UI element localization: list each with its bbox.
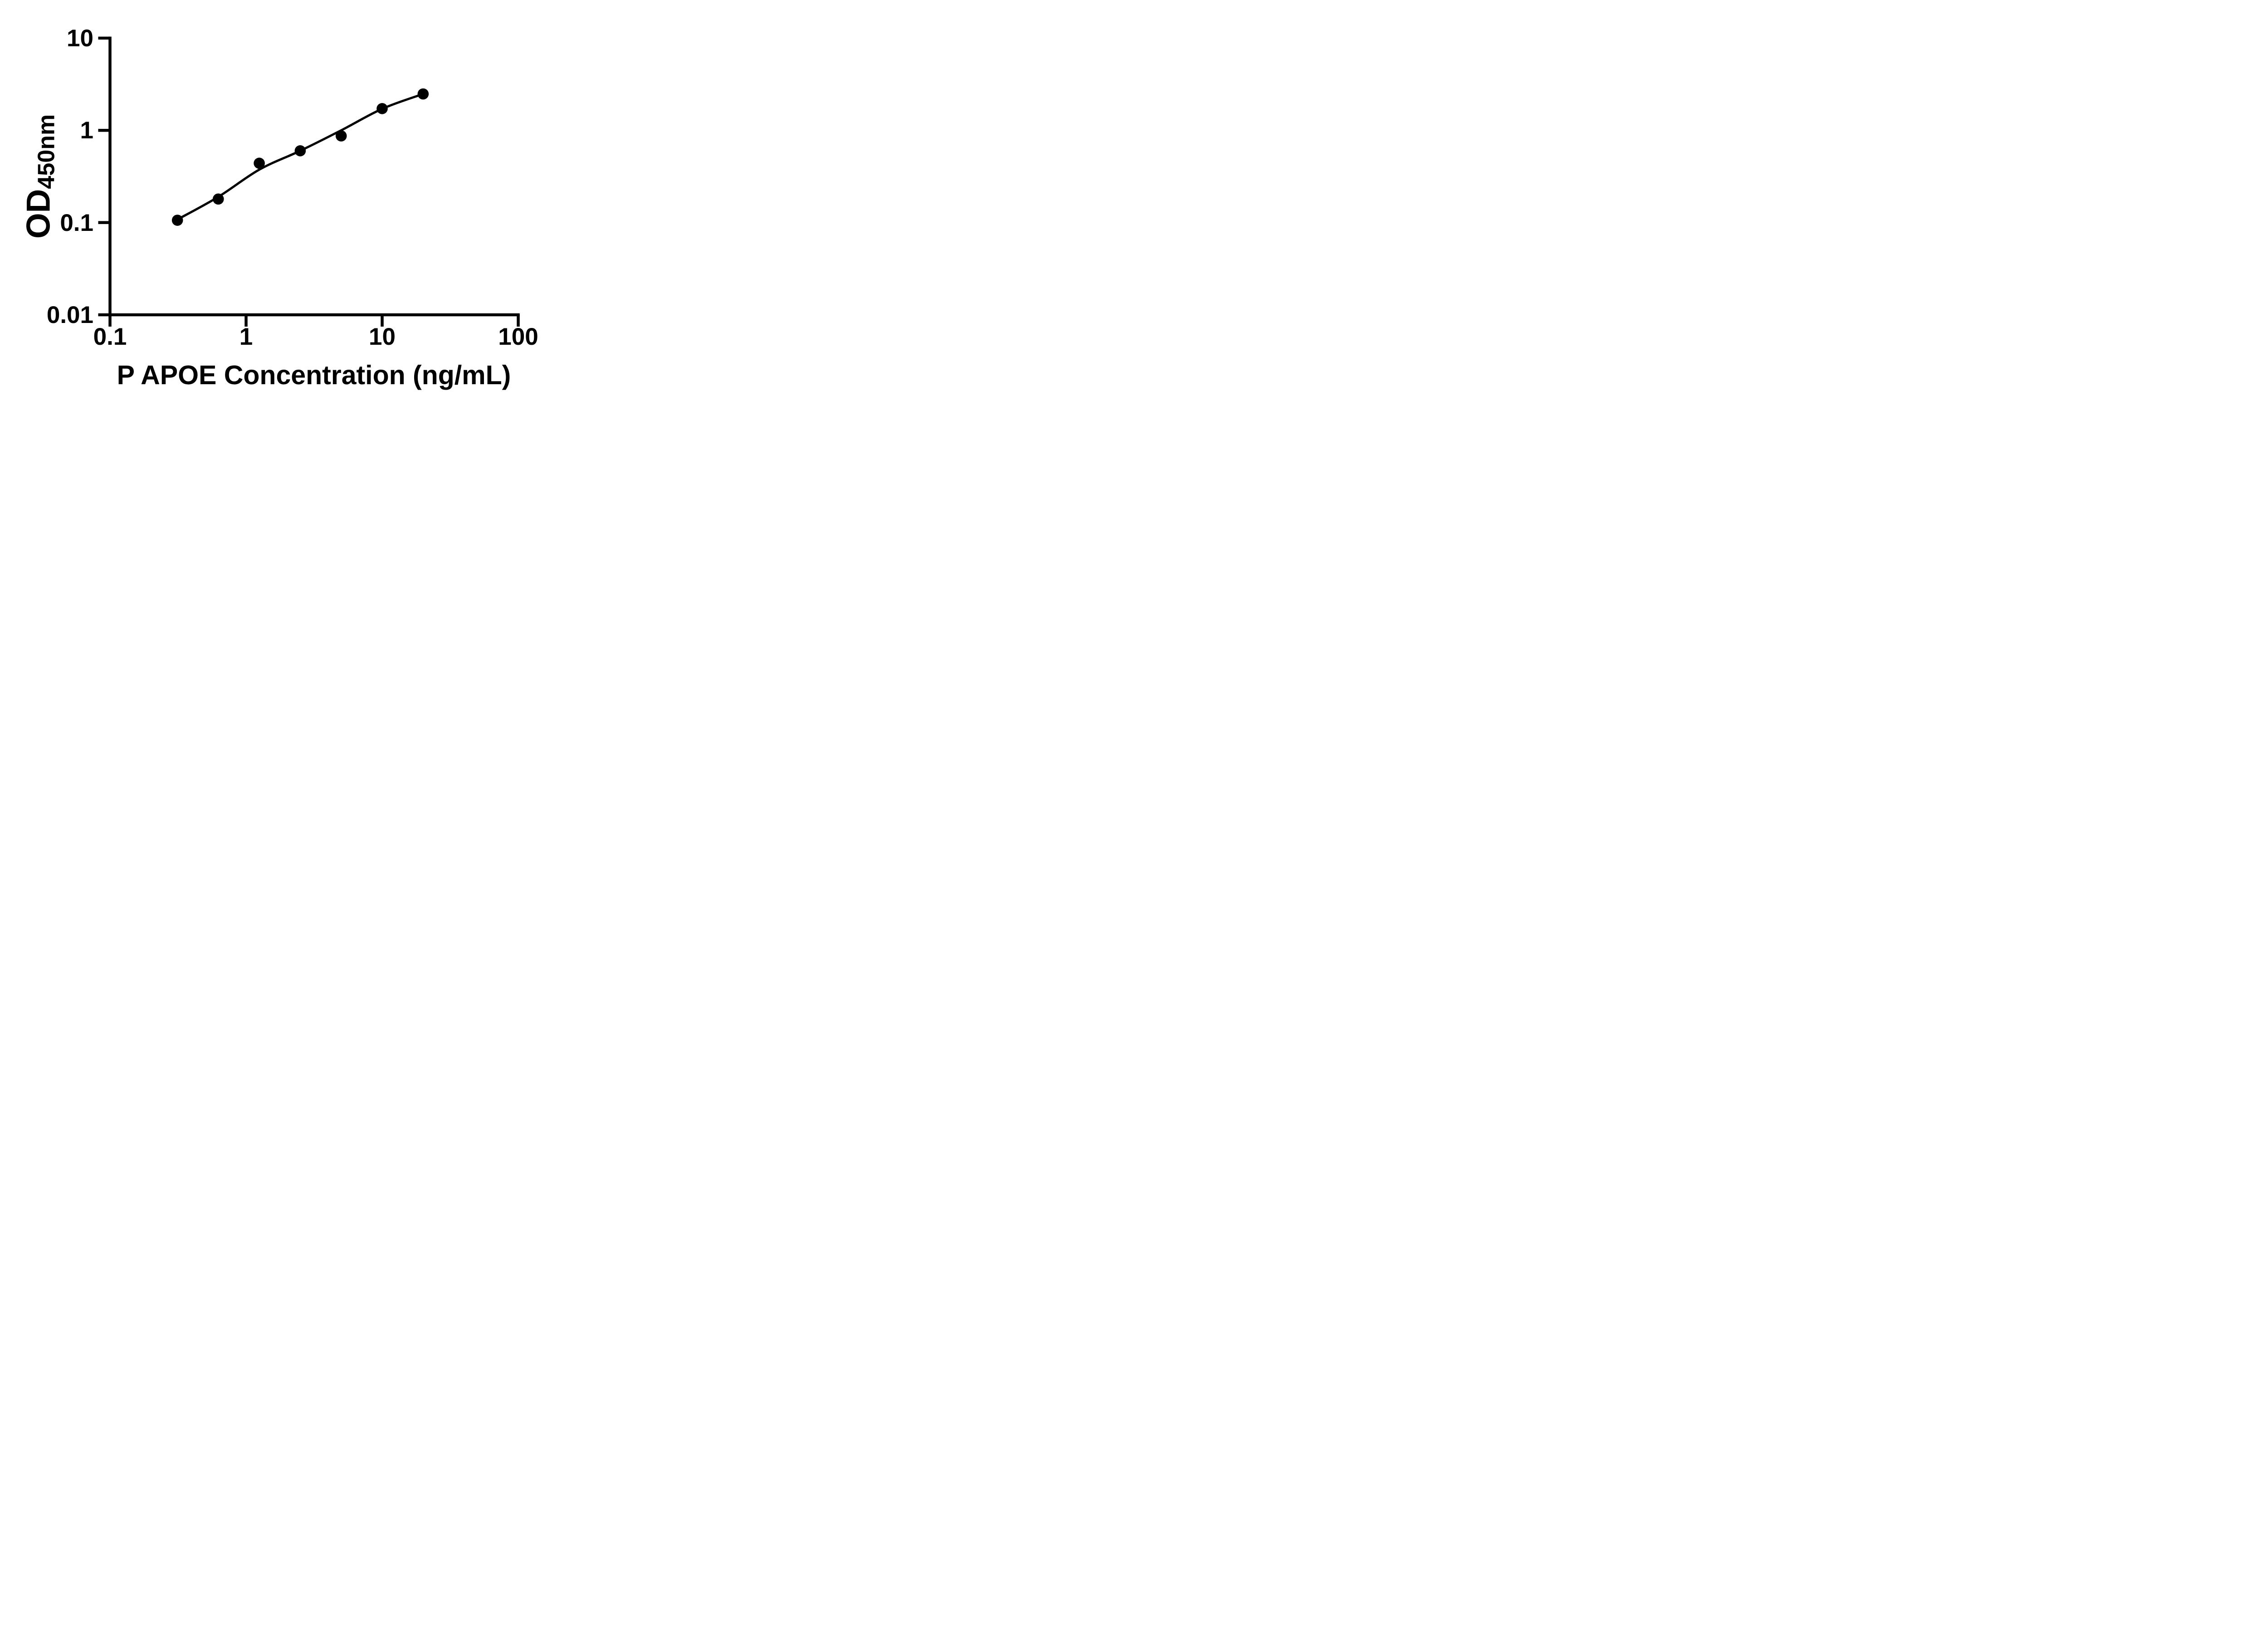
data-point-marker <box>294 145 306 156</box>
data-point-marker <box>254 157 265 169</box>
y-tick-label: 1 <box>80 117 93 144</box>
data-point-marker <box>212 193 224 205</box>
y-tick-label: 10 <box>67 25 93 52</box>
y-axis-title-main: OD <box>20 189 57 239</box>
data-point-marker <box>417 88 429 100</box>
data-point-marker <box>171 215 183 226</box>
data-point-marker <box>335 130 347 142</box>
x-tick-label: 10 <box>369 323 396 350</box>
x-tick-label: 1 <box>239 323 253 350</box>
x-tick-label: 100 <box>498 323 538 350</box>
y-axis-title-subscript: 450nm <box>33 114 60 189</box>
y-tick-label: 0.1 <box>60 209 93 236</box>
plot-area <box>98 36 520 327</box>
standard-curve-figure: 0.01 0.1 1 10 0.1 1 10 100 OD450nm P APOE Conce… <box>0 0 581 408</box>
data-point-marker <box>376 103 388 114</box>
y-axis-title: OD450nm <box>20 114 60 239</box>
y-tick-label: 0.01 <box>46 302 93 328</box>
x-tick-label: 0.1 <box>93 323 127 350</box>
x-axis-title: P APOE Concentration (ng/mL) <box>117 360 511 390</box>
